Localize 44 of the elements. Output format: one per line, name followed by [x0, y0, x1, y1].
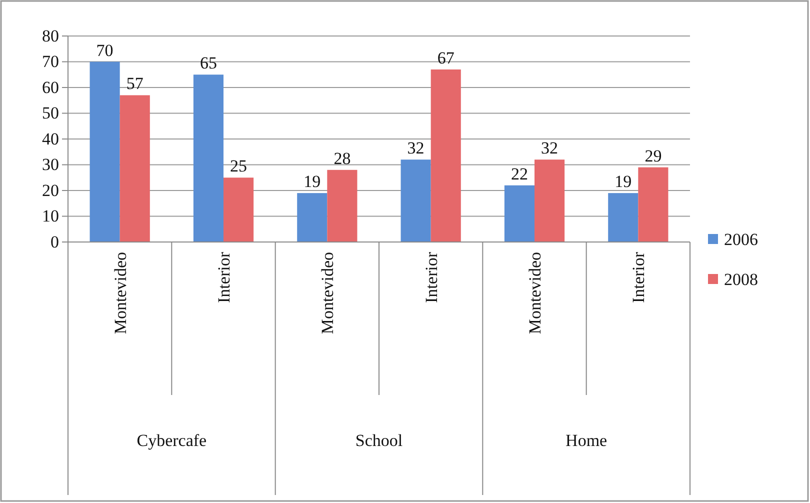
x-tick-label: Montevideo — [526, 252, 544, 334]
y-tick-label: 70 — [42, 52, 59, 72]
data-label: 57 — [126, 74, 144, 94]
y-tick-label: 40 — [42, 129, 59, 148]
bar — [400, 160, 431, 242]
text: Cybercafe — [136, 431, 207, 450]
bar — [120, 95, 150, 242]
legend-label: 2006 — [724, 230, 758, 249]
data-label: 25 — [230, 156, 248, 176]
bar — [90, 62, 120, 242]
text: Home — [566, 431, 608, 450]
y-tick-label: 0 — [50, 232, 59, 252]
bar — [534, 160, 565, 242]
text: School — [355, 431, 403, 450]
bar — [193, 74, 224, 242]
bar — [504, 185, 534, 242]
y-tick-label: 30 — [42, 155, 59, 174]
data-label: 32 — [541, 138, 558, 158]
y-tick-label: 60 — [42, 78, 59, 97]
bar — [430, 69, 461, 242]
y-tick-label: 50 — [42, 104, 59, 123]
data-label: 65 — [200, 54, 217, 73]
bar — [608, 193, 638, 242]
y-tick-label: 10 — [42, 206, 59, 226]
x-tick-label: Interior — [214, 252, 234, 303]
x-tick-label: Interior — [422, 252, 441, 303]
data-label: 19 — [304, 172, 321, 192]
bar — [327, 170, 358, 242]
data-label: 19 — [614, 172, 632, 192]
legend-label: 2008 — [724, 270, 758, 289]
data-label: 22 — [510, 164, 528, 184]
y-tick-label: 80 — [42, 26, 59, 46]
data-label: 28 — [334, 148, 351, 168]
bar — [638, 167, 668, 242]
y-tick-label: 20 — [42, 180, 59, 200]
x-tick-label: Montevideo — [318, 252, 338, 334]
bar — [297, 193, 328, 242]
x-tick-label: Montevideo — [110, 252, 130, 334]
data-label: 67 — [437, 48, 455, 68]
bar — [224, 178, 254, 242]
x-tick-label: Interior — [629, 252, 648, 303]
data-label: 70 — [96, 40, 114, 60]
data-label: 32 — [407, 138, 424, 158]
data-label: 29 — [644, 146, 662, 166]
